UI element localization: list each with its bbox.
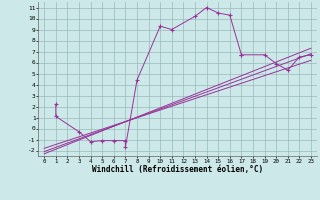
X-axis label: Windchill (Refroidissement éolien,°C): Windchill (Refroidissement éolien,°C) — [92, 165, 263, 174]
